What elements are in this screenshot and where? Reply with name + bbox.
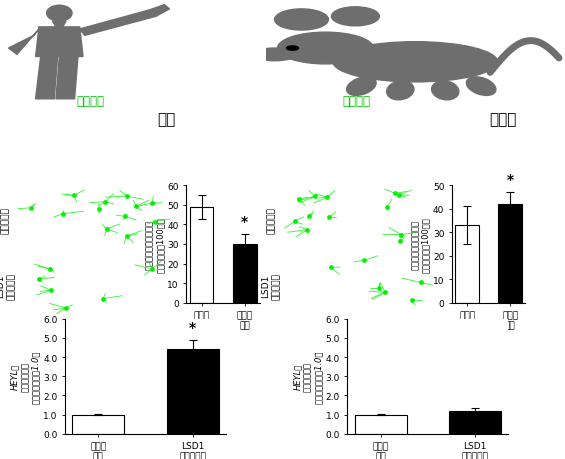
Bar [455, 226, 479, 303]
Text: マウス: マウス [489, 112, 516, 127]
Ellipse shape [466, 78, 496, 96]
Polygon shape [36, 57, 58, 100]
Polygon shape [149, 6, 169, 17]
Ellipse shape [432, 82, 459, 101]
Y-axis label: 神経細脹の割合（％）
（全親細脹＝100％）: 神経細脹の割合（％） （全親細脹＝100％） [411, 217, 430, 272]
Bar [72, 414, 124, 434]
Text: LSD1
阻害剤あり: LSD1 阻害剤あり [0, 272, 15, 299]
Polygon shape [8, 30, 39, 55]
Ellipse shape [346, 78, 376, 96]
Y-axis label: HEYLの
相対的発現量
（阵害剤なし＝1.0）: HEYLの 相対的発現量 （阵害剤なし＝1.0） [10, 350, 40, 403]
Text: LSD1
阻害剤あり: LSD1 阻害剤あり [262, 272, 281, 299]
Bar [233, 244, 257, 303]
Y-axis label: 神経細脹の割合（％）
（全親細脹＝100％）: 神経細脹の割合（％） （全親細脹＝100％） [145, 217, 164, 272]
Polygon shape [56, 57, 78, 100]
Ellipse shape [275, 10, 328, 31]
Text: *: * [189, 320, 196, 334]
Text: 阵害剤なし: 阵害剤なし [267, 207, 276, 234]
Ellipse shape [332, 8, 379, 27]
Ellipse shape [277, 33, 373, 65]
Y-axis label: HEYLの
相対的発現量
（阵害剤なし＝1.0）: HEYLの 相対的発現量 （阵害剤なし＝1.0） [293, 350, 323, 403]
Text: *: * [507, 173, 514, 187]
Text: 神経細脹: 神経細脹 [342, 95, 370, 107]
Bar [498, 205, 522, 303]
Polygon shape [36, 28, 83, 57]
Ellipse shape [333, 43, 498, 83]
Circle shape [46, 6, 72, 22]
Ellipse shape [386, 82, 414, 101]
Bar [355, 414, 407, 434]
Ellipse shape [252, 49, 297, 62]
Text: *: * [241, 215, 248, 229]
Text: ヒト: ヒト [158, 112, 176, 127]
Polygon shape [80, 11, 156, 36]
Text: 神経細脹: 神経細脹 [76, 95, 105, 107]
Text: 阵害剤なし: 阵害剤なし [1, 207, 10, 234]
Circle shape [286, 47, 298, 51]
Polygon shape [53, 22, 66, 28]
Bar [167, 350, 219, 434]
Bar [190, 207, 214, 303]
Bar [449, 411, 501, 434]
